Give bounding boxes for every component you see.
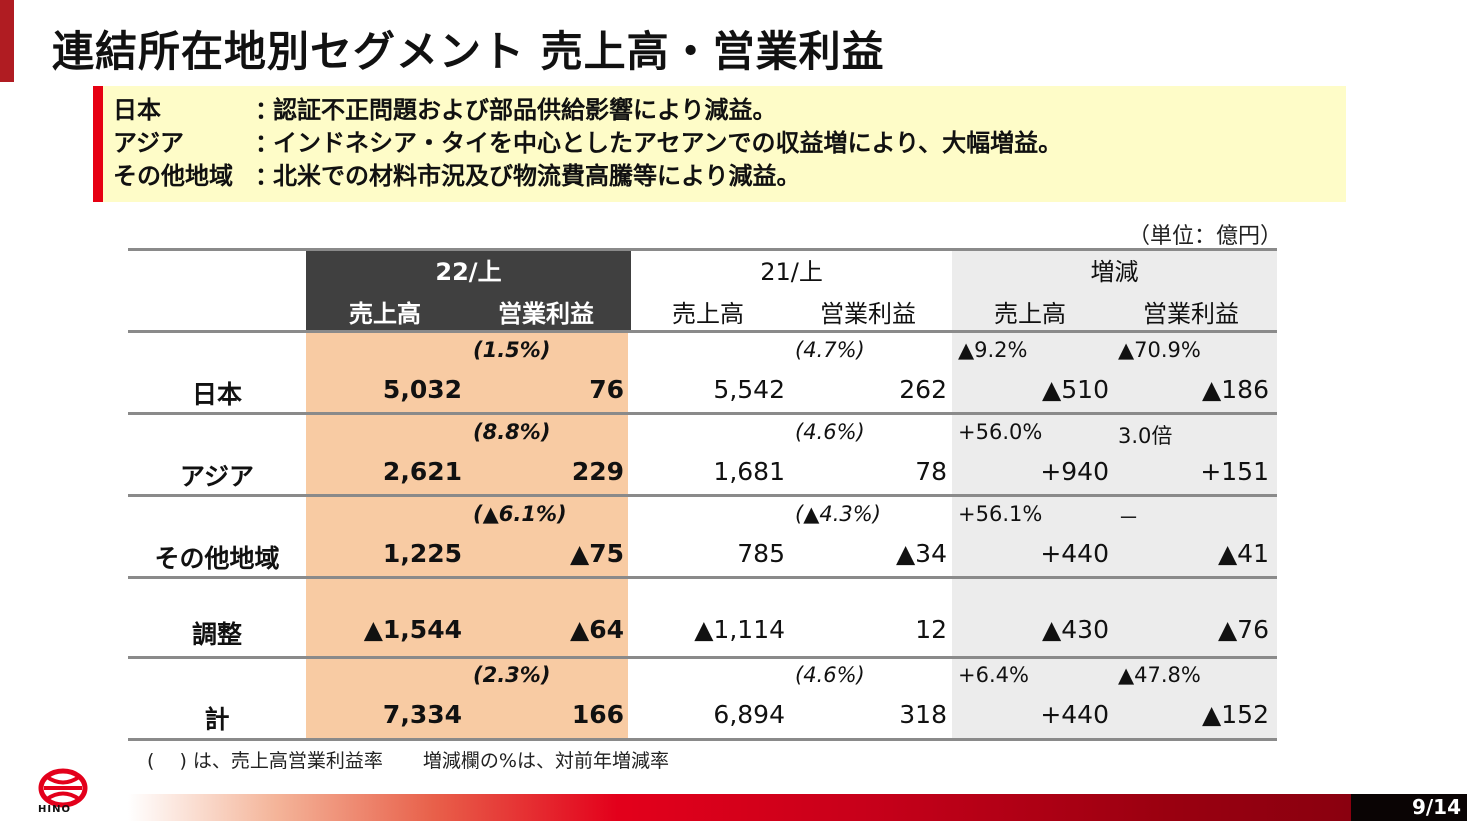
diff-op-pct: － [1118,506,1139,530]
header-current-op: 営業利益 [498,300,594,328]
current-sales: 2,621 [382,457,462,486]
previous-margin: (4.7%) [795,338,865,362]
current-header-bg [306,248,631,332]
summary-region: 日本 [113,96,161,124]
previous-op: 12 [915,615,947,644]
row-label: 調整 [191,620,242,649]
previous-op: ▲34 [895,539,947,568]
summary-region: アジア [113,129,185,157]
diff-sales: +440 [1040,539,1109,568]
title-accent-bar [0,0,14,82]
summary-colon: ： [255,162,279,190]
diff-op-pct: 3.0倍 [1118,424,1173,448]
diff-sales-pct: +6.4% [958,663,1029,687]
diff-op: ▲76 [1217,615,1269,644]
previous-sales: 6,894 [713,700,785,729]
current-op: 166 [571,700,624,729]
table-rule [128,248,1277,251]
previous-op: 78 [915,457,947,486]
header-previous-op: 営業利益 [820,300,916,328]
previous-margin: (▲4.3%) [795,502,881,526]
previous-sales: 5,542 [713,375,785,404]
diff-sales: +440 [1040,700,1109,729]
diff-op-pct: ▲70.9% [1118,338,1201,362]
previous-sales: ▲1,114 [694,615,785,644]
diff-op: ▲41 [1217,539,1269,568]
row-label: アジア [179,462,254,491]
diff-op: ▲186 [1202,375,1269,404]
diff-note: 増減欄の%は、対前年増減率 [422,750,669,772]
summary-region: その他地域 [113,162,233,190]
summary-row-asia: アジア ： インドネシア・タイを中心としたアセアンでの収益増により、大幅増益。 [113,127,1346,160]
row-label: その他地域 [154,544,280,573]
current-sales: ▲1,544 [363,615,462,644]
header-previous-period: 21/上 [760,258,823,286]
current-sales: 7,334 [382,700,462,729]
row-label: 計 [204,705,230,734]
table-rule [128,738,1277,741]
page-number: 9/14 [1351,794,1467,821]
summary-text: 認証不正問題および部品供給影響により減益。 [273,96,777,124]
diff-sales: +940 [1040,457,1109,486]
header-current-period: 22/上 [435,258,502,286]
hino-logo-icon [38,768,88,808]
summary-row-other: その他地域 ： 北米での材料市況及び物流費高騰等により減益。 [113,160,1346,193]
footer-gradient-bar [128,794,1351,821]
current-op: ▲75 [569,539,624,568]
diff-op: +151 [1200,457,1269,486]
table-rule [128,656,1277,659]
page-title: 連結所在地別セグメント 売上高・営業利益 [52,27,885,76]
diff-op: ▲152 [1202,700,1269,729]
previous-sales: 785 [737,539,785,568]
header-diff-sales: 売上高 [994,300,1066,328]
table-footnote: ( ) は、売上高営業利益率 増減欄の%は、対前年増減率 [147,746,669,773]
header-diff-op: 営業利益 [1143,300,1239,328]
diff-sales: ▲430 [1042,615,1109,644]
summary-colon: ： [255,96,279,124]
diff-sales-pct: ▲9.2% [958,338,1028,362]
current-margin: (▲6.1%) [473,502,567,526]
row-label: 日本 [191,380,242,409]
current-sales: 1,225 [382,539,462,568]
table-rule [128,330,1277,333]
header-previous-sales: 売上高 [672,300,744,328]
unit-label: （単位：億円） [1128,224,1283,249]
previous-op: 262 [899,375,947,404]
previous-sales: 1,681 [713,457,785,486]
summary-box: 日本 ： 認証不正問題および部品供給影響により減益。 アジア ： インドネシア・… [93,86,1346,202]
summary-text: インドネシア・タイを中心としたアセアンでの収益増により、大幅増益。 [273,129,1063,157]
diff-sales-pct: +56.1% [958,502,1043,526]
previous-op: 318 [899,700,947,729]
current-margin: (1.5%) [473,338,551,362]
header-diff: 増減 [1090,258,1139,286]
diff-sales-pct: +56.0% [958,420,1043,444]
header-current-sales: 売上高 [349,300,421,328]
previous-margin: (4.6%) [795,420,865,444]
diff-op-pct: ▲47.8% [1118,663,1201,687]
current-column-bg [306,332,628,740]
diff-sales: ▲510 [1042,375,1109,404]
current-op: 76 [589,375,624,404]
margin-note: ( ) は、売上高営業利益率 [147,750,383,772]
current-sales: 5,032 [382,375,462,404]
summary-row-japan: 日本 ： 認証不正問題および部品供給影響により減益。 [113,94,1346,127]
current-margin: (2.3%) [473,663,551,687]
summary-colon: ： [255,129,279,157]
table-rule [128,576,1277,579]
table-rule [128,412,1277,415]
summary-text: 北米での材料市況及び物流費高騰等により減益。 [273,162,801,190]
current-margin: (8.8%) [473,420,551,444]
logo-text: HINO [38,804,71,815]
previous-margin: (4.6%) [795,663,865,687]
current-op: 229 [571,457,624,486]
current-op: ▲64 [569,615,624,644]
table-rule [128,494,1277,497]
